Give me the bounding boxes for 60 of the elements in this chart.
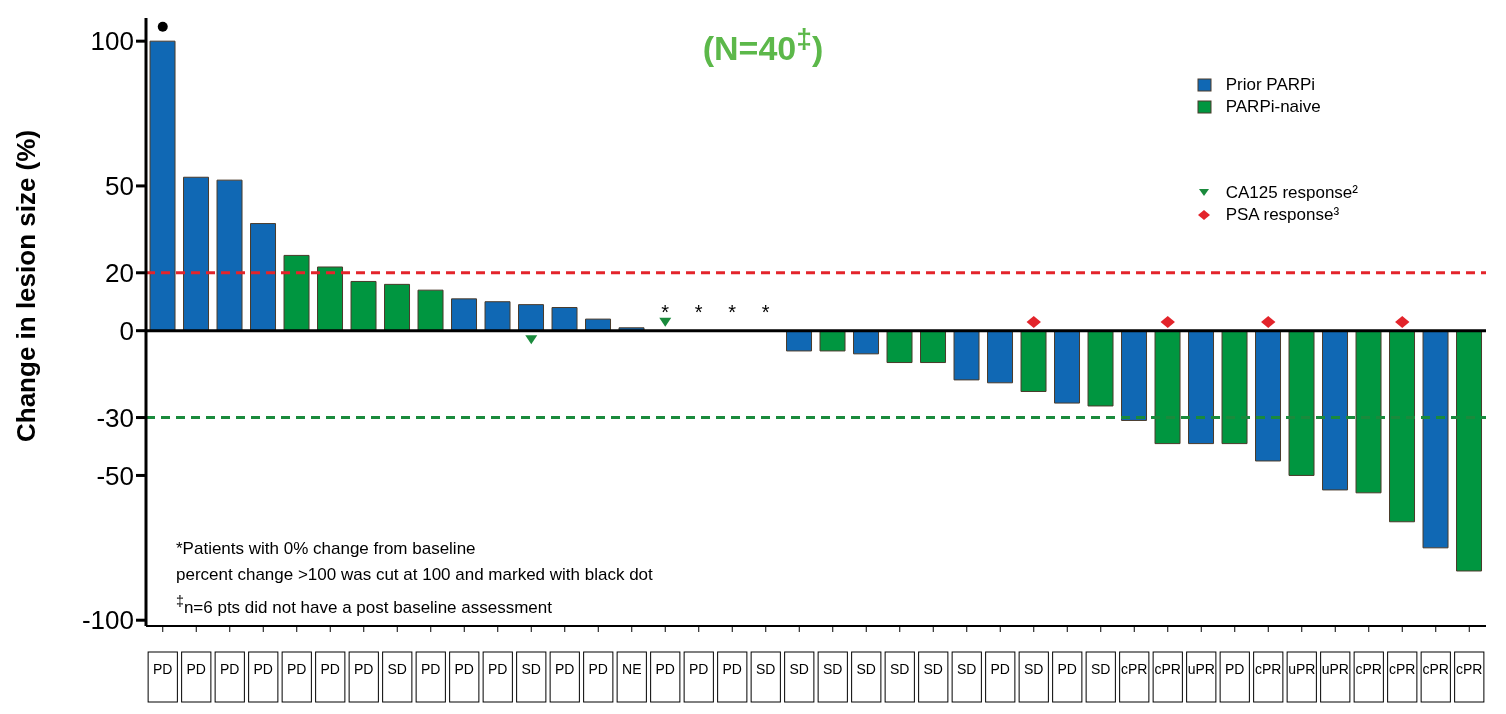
x-tick-label: PD — [555, 661, 575, 677]
x-tick-label: cPR — [1154, 661, 1181, 677]
x-tick-label: PD — [153, 661, 173, 677]
y-axis-title: Change in lesion size (%) — [11, 129, 42, 442]
x-tick-label: PD — [287, 661, 307, 677]
x-tick-label: PD — [253, 661, 273, 677]
data-label: * — [694, 300, 703, 323]
x-tick-label: SD — [923, 661, 943, 677]
y-tick-label: 50 — [105, 171, 134, 202]
y-tick-label: 20 — [105, 258, 134, 289]
data-label: * — [728, 300, 737, 323]
x-tick-label: PD — [354, 661, 374, 677]
annotation: *Patients with 0% change from baseline — [176, 538, 477, 560]
chart-title: (N=40$^{‡}$) — [702, 22, 824, 68]
legend-label: PSA response³ — [1225, 205, 1340, 225]
legend-label: Prior PARPi — [1225, 75, 1316, 95]
x-tick-label: PD — [186, 661, 206, 677]
x-tick-label: PD — [488, 661, 508, 677]
x-tick-label: SD — [1091, 661, 1111, 677]
data-label: * — [661, 300, 670, 323]
x-tick-label: PD — [689, 661, 709, 677]
x-tick-label: SD — [521, 661, 541, 677]
x-tick-label: SD — [957, 661, 977, 677]
data-label: * — [761, 300, 770, 323]
x-tick-label: SD — [756, 661, 776, 677]
y-tick-label: -100 — [81, 605, 134, 636]
x-tick-label: cPR — [1355, 661, 1382, 677]
x-tick-label: SD — [823, 661, 843, 677]
y-tick-label: -30 — [96, 402, 134, 433]
x-tick-label: PD — [655, 661, 675, 677]
legend-label: PARPi-naive — [1225, 97, 1321, 117]
x-tick-label: cPR — [1422, 661, 1449, 677]
x-tick-label: cPR — [1389, 661, 1416, 677]
y-tick-label: -50 — [96, 460, 134, 491]
x-tick-label: PD — [722, 661, 742, 677]
annotation: percent change >100 was cut at 100 and marked with black dot — [176, 564, 653, 586]
x-tick-label: PD — [1057, 661, 1077, 677]
x-tick-label: PD — [588, 661, 608, 677]
legend-label: CA125 response² — [1225, 183, 1358, 203]
x-tick-label: cPR — [1121, 661, 1148, 677]
x-tick-label: NE — [622, 661, 642, 677]
x-tick-label: uPR — [1288, 661, 1316, 677]
x-tick-label: PD — [454, 661, 474, 677]
x-tick-label: cPR — [1456, 661, 1483, 677]
x-tick-label: SD — [387, 661, 407, 677]
y-tick-label: 100 — [90, 26, 134, 57]
x-tick-label: uPR — [1187, 661, 1215, 677]
x-tick-label: PD — [990, 661, 1010, 677]
x-tick-label: PD — [421, 661, 441, 677]
x-tick-label: SD — [890, 661, 910, 677]
x-tick-label: PD — [1225, 661, 1245, 677]
x-tick-label: PD — [320, 661, 340, 677]
x-tick-label: SD — [1024, 661, 1044, 677]
x-tick-label: uPR — [1321, 661, 1349, 677]
x-tick-label: SD — [789, 661, 809, 677]
annotation: $^{‡}$n=6 pts did not have a post baseline assessment — [176, 592, 553, 619]
x-tick-label: PD — [220, 661, 240, 677]
x-tick-label: cPR — [1255, 661, 1282, 677]
x-tick-label: SD — [856, 661, 876, 677]
y-tick-label: 0 — [119, 315, 134, 346]
